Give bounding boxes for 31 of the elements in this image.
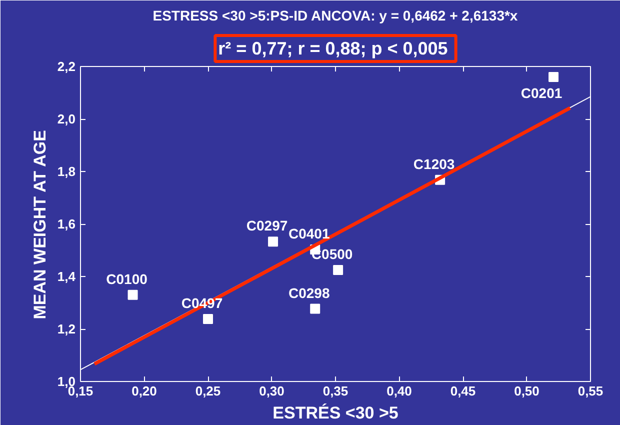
annotation: C0100 <box>106 270 148 287</box>
y-tick-label: 1,4 <box>57 269 76 284</box>
x-tick-label: 0,20 <box>132 384 157 398</box>
y-tick-label: 1,0 <box>57 374 76 389</box>
y-axis-title: MEAN WEIGHT AT AGE <box>30 130 50 320</box>
y-tick-label: 2,0 <box>57 112 76 126</box>
y-tick-label: 1,8 <box>57 164 76 179</box>
x-tick-label: 0,25 <box>195 384 221 398</box>
x-tick-label: 0,30 <box>259 384 284 398</box>
annotation: C0201 <box>520 85 562 101</box>
annotation: C0298 <box>288 284 330 301</box>
point <box>203 314 213 324</box>
x-tick-label: 0,50 <box>514 384 540 398</box>
y-tick-label: 1,2 <box>57 322 76 336</box>
y-tick-label: 2,2 <box>57 59 76 74</box>
annotation: C0401 <box>288 225 330 242</box>
point <box>548 72 559 82</box>
x-tick-label: 0,40 <box>386 384 412 398</box>
annotation: C0297 <box>246 218 288 234</box>
point <box>268 236 278 247</box>
x-tick-label: 0,55 <box>578 384 604 398</box>
point <box>310 304 320 314</box>
chart-subtitle: r² = 0,77; r = 0,88; p < 0,005 <box>218 38 448 58</box>
annotation: C1203 <box>413 156 455 172</box>
x-axis-title: ESTRÉS <30 >5 <box>272 402 398 422</box>
y-tick-label: 1,6 <box>57 216 76 232</box>
point <box>333 264 344 275</box>
chart-title: ESTRESS <30 >5:PS-ID ANCOVA: y = 0,6462 + 2,6133*x <box>152 8 518 24</box>
point <box>128 290 138 300</box>
x-tick-label: 0,45 <box>450 384 476 398</box>
x-tick-label: 0,35 <box>322 384 348 398</box>
